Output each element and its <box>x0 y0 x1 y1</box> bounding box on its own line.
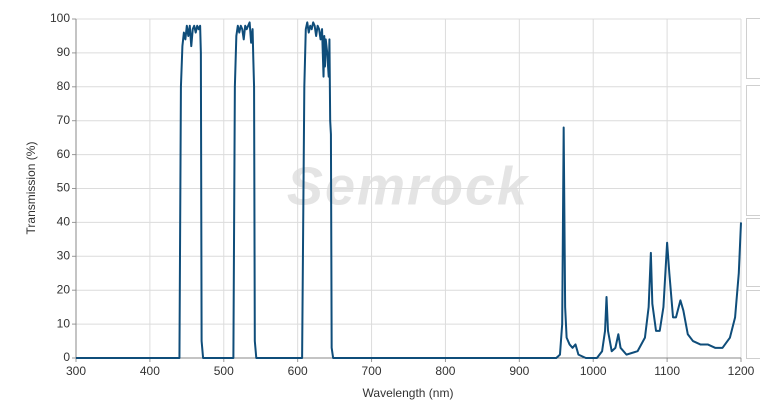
y-tick-label: 10 <box>57 316 71 330</box>
x-axis-label: Wavelength (nm) <box>363 386 454 400</box>
side-panel[interactable] <box>746 290 760 359</box>
plot <box>76 21 742 359</box>
y-tick-label: 50 <box>57 181 71 195</box>
side-panels <box>746 18 760 359</box>
x-tick-label: 1200 <box>728 364 755 378</box>
y-tick-label: 20 <box>57 282 71 296</box>
x-tick-label: 600 <box>288 364 308 378</box>
x-tick-label: 900 <box>509 364 529 378</box>
x-tick-label: 300 <box>66 364 86 378</box>
x-tick-label: 400 <box>140 364 160 378</box>
y-tick-label: 90 <box>57 45 71 59</box>
side-panel[interactable] <box>746 18 760 79</box>
x-tick-label: 800 <box>435 364 455 378</box>
y-axis-label: Transmission (%) <box>24 142 38 235</box>
x-tick-label: 1100 <box>654 364 680 378</box>
x-tick-label: 1000 <box>580 364 607 378</box>
grid: 0 10 20 30 40 50 60 70 80 90 100 300 400 500 600 700 800… <box>50 11 755 378</box>
y-tick-label: 40 <box>57 215 71 229</box>
side-panel[interactable] <box>746 85 760 216</box>
x-tick-label: 700 <box>362 364 382 378</box>
x-tick-label: 500 <box>214 364 234 378</box>
y-tick-label: 100 <box>50 11 70 25</box>
side-panel[interactable] <box>746 218 760 287</box>
spectrum-line <box>76 21 742 359</box>
y-tick-label: 70 <box>57 113 71 127</box>
y-tick-label: 60 <box>57 147 71 161</box>
y-tick-label: 0 <box>63 350 70 364</box>
watermark: Semrock <box>287 156 530 216</box>
y-tick-label: 30 <box>57 248 71 262</box>
y-tick-label: 80 <box>57 79 71 93</box>
